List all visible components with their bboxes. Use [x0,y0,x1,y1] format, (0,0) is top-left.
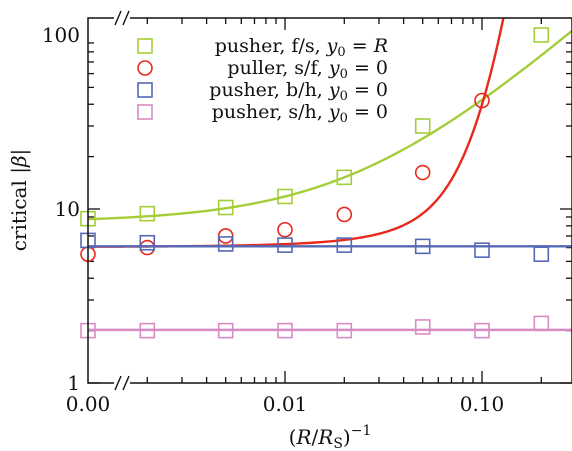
data-point [474,322,490,339]
axis-break-gap [114,14,130,22]
data-point [414,164,431,181]
data-point [414,238,431,255]
x-tick-label: 0.00 [66,392,111,416]
data-point [533,27,550,43]
legend-label-val: 0 [376,79,388,101]
axis-break-slash [122,375,130,391]
data-point [533,315,550,332]
legend-label-var: y [326,35,338,57]
data-point [277,237,293,253]
y-axis-title: critical |β| [7,149,32,252]
data-point [217,199,234,216]
legend-label-text: pusher, s/h, [212,101,329,123]
legend-label: pusher, b/h, y0 = 0 [209,79,388,104]
legend-label-val: 0 [376,101,388,123]
fit-line [88,29,572,221]
data-point [336,169,353,186]
legend-label-sub: 0 [340,67,348,82]
legend-label-var: y [328,79,340,101]
axis-break-gap [114,379,130,387]
data-point [414,319,431,335]
data-point [217,322,234,339]
legend-label-sub: 0 [340,89,348,104]
legend-label: puller, s/f, y0 = 0 [227,57,388,82]
axis-break-mark [114,10,130,26]
legend-marker [137,38,153,54]
legend-label-eq: = [348,79,376,101]
data-point [139,322,156,339]
y-tick-label: 1 [67,371,80,395]
legend-label-eq: = [348,101,376,123]
data-point [277,221,293,238]
legend-label-val: 0 [376,57,388,79]
data-point [474,242,490,258]
legend-label-text: puller, s/f, [227,57,328,79]
data-point [336,206,353,223]
legend-marker [137,60,153,76]
data-point [414,118,431,134]
data-point [533,246,550,262]
data-point [277,188,293,205]
x-tick-label: 0.01 [263,392,308,416]
axis-break-slash [122,10,130,26]
data-point [217,236,234,252]
axis-break-mark [114,375,130,391]
legend-label-val: R [373,35,388,57]
data-point [217,228,234,244]
data-point [474,92,490,109]
fit-curves [88,18,572,332]
legend-marker [137,82,153,98]
legend-label-text: pusher, f/s, [215,35,327,57]
data-point [336,322,353,339]
legend-label: pusher, s/h, y0 = 0 [212,101,388,126]
legend-label-text: pusher, b/h, [209,79,329,101]
data-point [139,234,156,251]
axis-breaks [114,10,130,391]
data-points [80,27,550,339]
x-tick-label: 0.10 [460,392,505,416]
legend-label-var: y [328,101,340,123]
tick-labels: 1 10 100 0.00 0.01 0.10 [42,23,504,416]
data-point [139,205,156,222]
legend-label-sub: 0 [337,45,345,60]
y-tick-label: 10 [55,197,80,221]
legend-marker [137,104,153,120]
tick-marks [88,18,572,384]
axis-break-slash [114,375,122,391]
legend-label-eq: = [348,57,376,79]
plot-frame [87,17,572,384]
axis-break-slash [114,10,122,26]
data-point [336,237,353,253]
legend-label-sub: 0 [340,111,348,126]
legend-label: pusher, f/s, y0 = R [215,35,388,60]
data-point [277,322,293,339]
x-axis-title: (R/RS)−1 [289,423,372,451]
y-tick-label: 100 [42,23,80,47]
legend-label-var: y [328,57,340,79]
legend-label-eq: = [346,35,374,57]
